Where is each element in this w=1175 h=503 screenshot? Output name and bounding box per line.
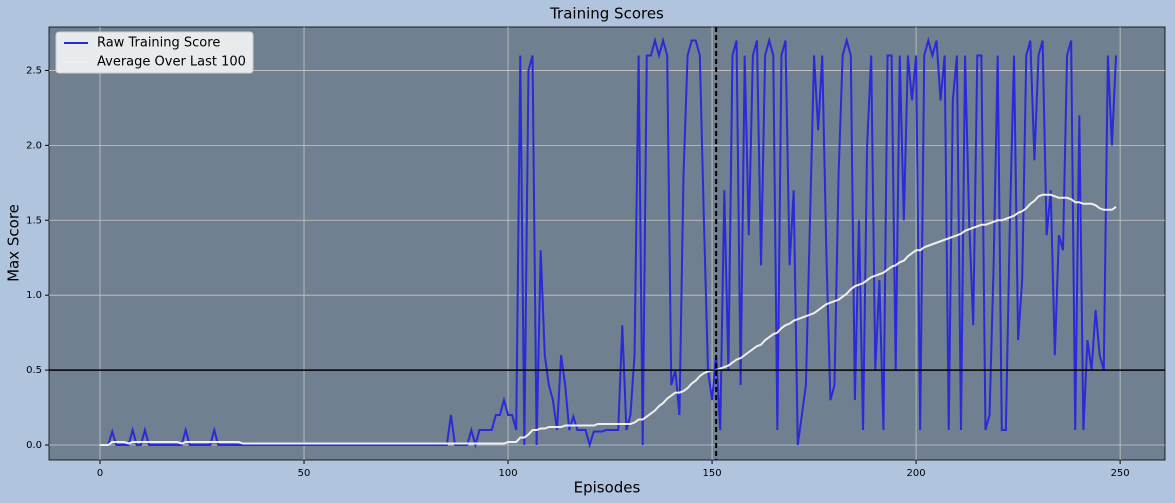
x-tick-label: 100 — [499, 468, 518, 479]
legend-box — [55, 31, 254, 74]
x-tick-label: 50 — [298, 468, 311, 479]
y-tick-label: 0.5 — [26, 365, 42, 376]
y-tick-label: 1.0 — [26, 290, 42, 301]
y-axis-label: Max Score — [5, 204, 23, 282]
x-tick-label: 250 — [1111, 468, 1130, 479]
y-tick-label: 0.0 — [26, 440, 42, 451]
legend-label: Average Over Last 100 — [97, 55, 246, 70]
y-tick-label: 1.5 — [26, 215, 42, 226]
data-line — [100, 36, 1118, 449]
x-axis-label: Episodes — [574, 479, 641, 497]
x-tick-label: 0 — [97, 468, 103, 479]
x-tick-label: 200 — [907, 468, 926, 479]
y-tick-label: 2.5 — [26, 65, 42, 76]
plot-area — [48, 26, 1166, 461]
y-tick-label: 2.0 — [26, 140, 42, 151]
data-line — [100, 193, 1117, 447]
chart-title: Training Scores — [549, 5, 664, 23]
x-tick-label: 150 — [703, 468, 722, 479]
legend-label: Raw Training Score — [97, 36, 220, 51]
